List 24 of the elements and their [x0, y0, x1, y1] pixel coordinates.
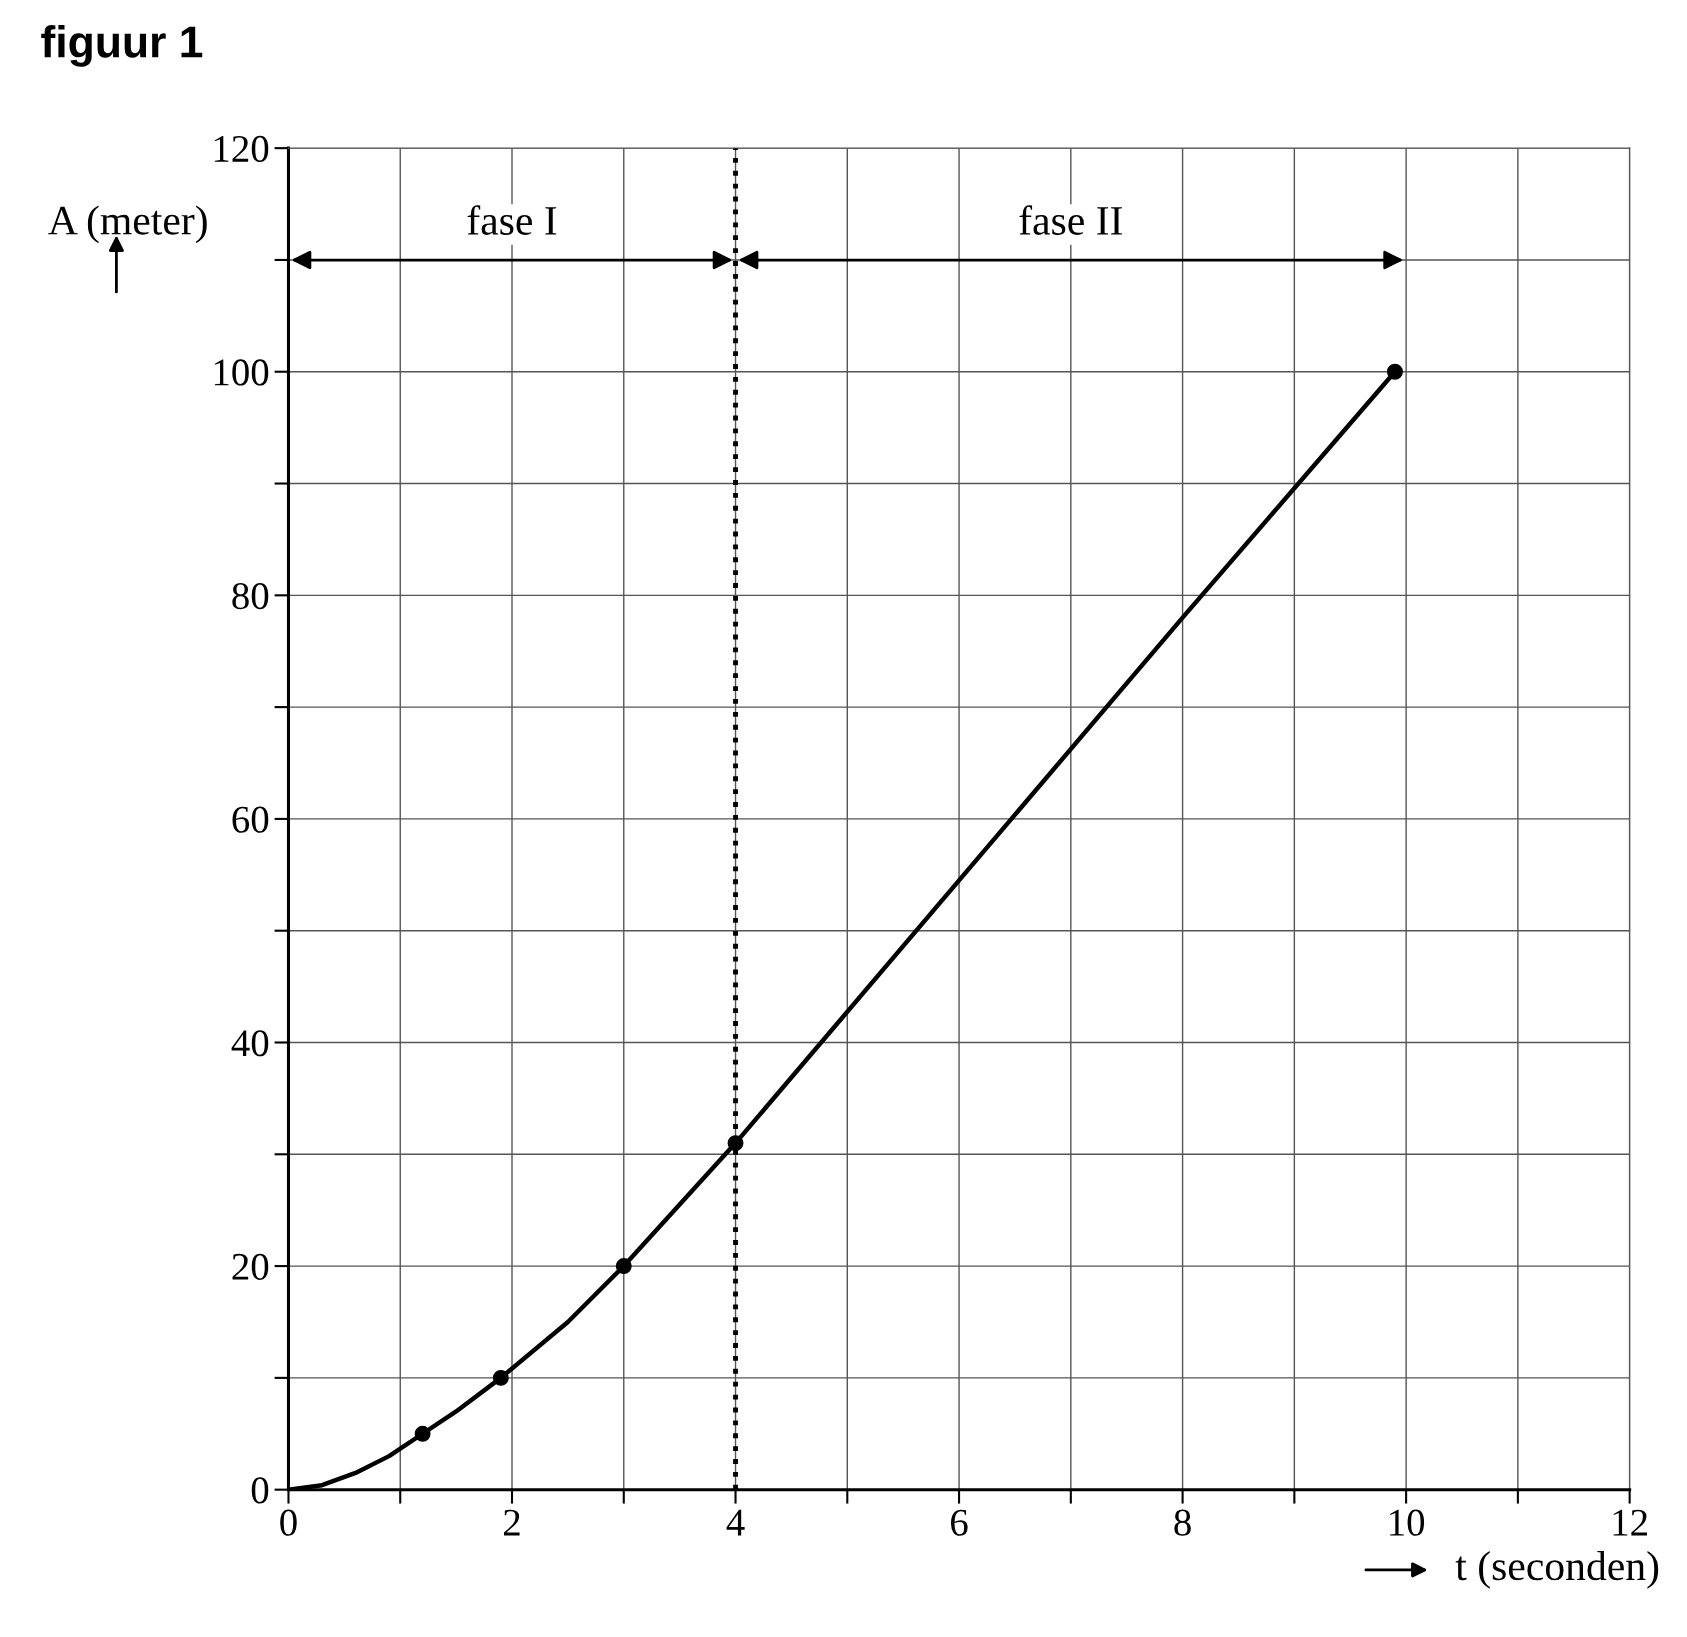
y-tick-label: 60	[232, 806, 269, 833]
point	[492, 1369, 509, 1386]
point	[615, 1258, 632, 1275]
point	[727, 1135, 744, 1152]
annotation: fase I	[467, 205, 557, 235]
x-tick-label: 6	[951, 1509, 968, 1536]
y-axis-title: A (meter)	[48, 205, 207, 244]
y-tick-label: 40	[231, 1030, 269, 1057]
y-tick-label: 100	[214, 359, 269, 386]
x-tick-label: 2	[503, 1509, 520, 1536]
x-tick-label: 8	[1174, 1509, 1191, 1536]
x-axis-title: t (seconden)	[1455, 1550, 1659, 1589]
x-tick-label: 10	[1390, 1509, 1425, 1536]
y-tick-label: 20	[232, 1253, 269, 1280]
point	[1386, 363, 1403, 380]
chart-title: figuur 1	[41, 25, 203, 67]
x-tick-label: 12	[1613, 1509, 1647, 1536]
x-tick-label: 4	[726, 1509, 745, 1536]
y-tick-label: 120	[214, 135, 269, 163]
x-tick-label: 0	[280, 1509, 297, 1536]
y-tick-label: 0	[251, 1477, 269, 1504]
point	[414, 1425, 431, 1442]
annotation: fase II	[1019, 205, 1122, 235]
y-tick-label: 80	[232, 582, 269, 610]
